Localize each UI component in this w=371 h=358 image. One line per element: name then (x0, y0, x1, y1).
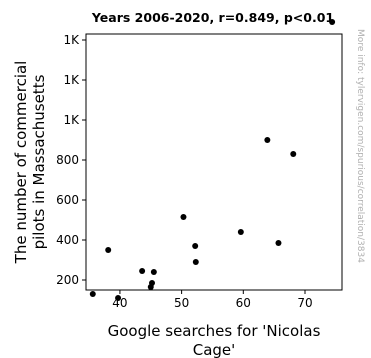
y-tick-label: 600 (56, 193, 79, 207)
data-point (192, 259, 199, 265)
y-tick-label: 1K (63, 113, 80, 127)
x-axis: 40 50 60 70 (112, 290, 313, 310)
y-axis-label-line-2: pilots in Massachusetts (30, 74, 48, 249)
data-point (115, 295, 122, 301)
data-point (149, 280, 156, 286)
data-points (89, 19, 336, 301)
y-tick-label: 800 (56, 153, 79, 167)
data-point (150, 269, 157, 275)
y-axis: 200 400 600 800 1K 1K 1K (56, 33, 86, 287)
x-tick-label: 70 (297, 296, 312, 310)
source-credit: More info: tylervigen.com/spurious/corre… (355, 29, 365, 263)
data-point (264, 137, 271, 143)
data-point (290, 151, 297, 157)
x-tick-label: 50 (174, 296, 189, 310)
data-point (237, 229, 244, 235)
x-axis-label-line-1: Google searches for 'Nicolas (108, 322, 321, 340)
data-point (275, 240, 282, 246)
data-point (180, 214, 187, 220)
chart-title: Years 2006-2020, r=0.849, p<0.01 (91, 10, 334, 25)
y-tick-label: 200 (56, 273, 79, 287)
data-point (89, 291, 96, 297)
y-axis-label-line-1: The number of commercial (12, 61, 30, 265)
x-tick-label: 60 (236, 296, 251, 310)
y-tick-label: 1K (63, 73, 80, 87)
x-axis-label-line-2: Cage' (193, 341, 236, 358)
y-tick-label: 1K (63, 33, 80, 47)
data-point (105, 247, 112, 253)
data-point (329, 19, 336, 25)
data-point (192, 243, 199, 249)
plot-area (85, 33, 343, 291)
data-point (139, 268, 146, 274)
y-tick-label: 400 (56, 233, 79, 247)
